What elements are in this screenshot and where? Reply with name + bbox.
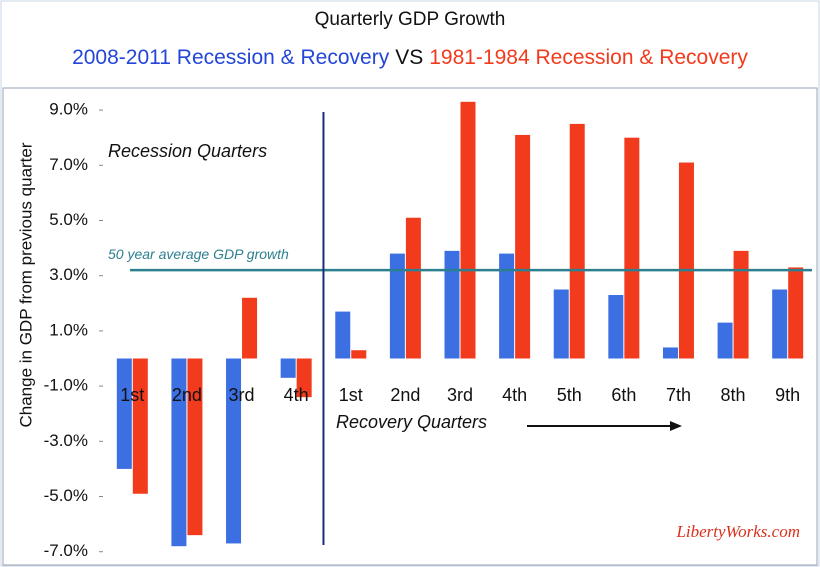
bar bbox=[280, 358, 296, 378]
y-axis-label: Change in GDP from previous quarter bbox=[16, 142, 35, 427]
bar bbox=[733, 250, 749, 359]
source-note: LibertyWorks.com bbox=[675, 522, 800, 541]
y-tick-label: -5.0% bbox=[44, 486, 88, 505]
plot-border bbox=[2, 87, 818, 566]
bar bbox=[296, 358, 312, 398]
chart-subtitle: 2008-2011 Recession & Recovery VS 1981-198… bbox=[72, 46, 748, 69]
x-tick-label: 4th bbox=[284, 385, 309, 405]
x-tick-label: 7th bbox=[666, 385, 691, 405]
bar bbox=[335, 311, 351, 359]
bar bbox=[187, 358, 203, 536]
bar bbox=[788, 267, 804, 359]
y-tick-label: 1.0% bbox=[49, 320, 88, 339]
bar bbox=[608, 295, 624, 359]
legend-series-1: 2008-2011 Recession & Recovery bbox=[72, 46, 390, 69]
recession-annotation: Recession Quarters bbox=[108, 141, 267, 161]
bar bbox=[624, 137, 640, 359]
x-tick-label: 1st bbox=[339, 385, 363, 405]
bar bbox=[717, 322, 733, 359]
x-tick-label: 3rd bbox=[229, 385, 255, 405]
bar bbox=[499, 253, 515, 359]
x-tick-label: 1st bbox=[120, 385, 144, 405]
bar bbox=[242, 297, 258, 359]
bar bbox=[116, 358, 132, 469]
chart-title: Quarterly GDP Growth bbox=[315, 9, 506, 30]
bar bbox=[553, 289, 569, 359]
bar bbox=[405, 217, 421, 359]
x-tick-label: 3rd bbox=[447, 385, 473, 405]
x-tick-label: 4th bbox=[502, 385, 527, 405]
subtitle-joiner: VS bbox=[395, 46, 423, 69]
bar bbox=[444, 250, 460, 359]
bar bbox=[351, 350, 367, 359]
x-tick-label: 9th bbox=[775, 385, 800, 405]
bar bbox=[171, 358, 187, 547]
bar bbox=[678, 162, 694, 359]
legend-series-2: 1981-1984 Recession & Recovery bbox=[429, 46, 748, 69]
y-tick-label: 3.0% bbox=[49, 265, 88, 284]
bar bbox=[662, 347, 678, 359]
x-tick-label: 2nd bbox=[172, 385, 202, 405]
recovery-annotation: Recovery Quarters bbox=[336, 412, 487, 432]
bar bbox=[226, 358, 242, 544]
y-tick-label: 7.0% bbox=[49, 155, 88, 174]
bar bbox=[772, 289, 788, 359]
x-tick-label: 2nd bbox=[390, 385, 420, 405]
arrow-head bbox=[670, 421, 682, 431]
x-tick-label: 8th bbox=[721, 385, 746, 405]
y-tick-label: -3.0% bbox=[44, 431, 88, 450]
y-tick-label: -7.0% bbox=[44, 541, 88, 560]
x-tick-label: 5th bbox=[557, 385, 582, 405]
bar bbox=[132, 358, 148, 494]
y-tick-label: 9.0% bbox=[49, 100, 88, 119]
bar bbox=[515, 134, 531, 359]
bar bbox=[460, 101, 476, 359]
bar bbox=[389, 253, 405, 359]
y-tick-label: 5.0% bbox=[49, 210, 88, 229]
average-label: 50 year average GDP growth bbox=[108, 246, 289, 262]
x-tick-label: 6th bbox=[611, 385, 636, 405]
y-tick-label: -1.0% bbox=[44, 376, 88, 395]
bar bbox=[569, 123, 585, 359]
